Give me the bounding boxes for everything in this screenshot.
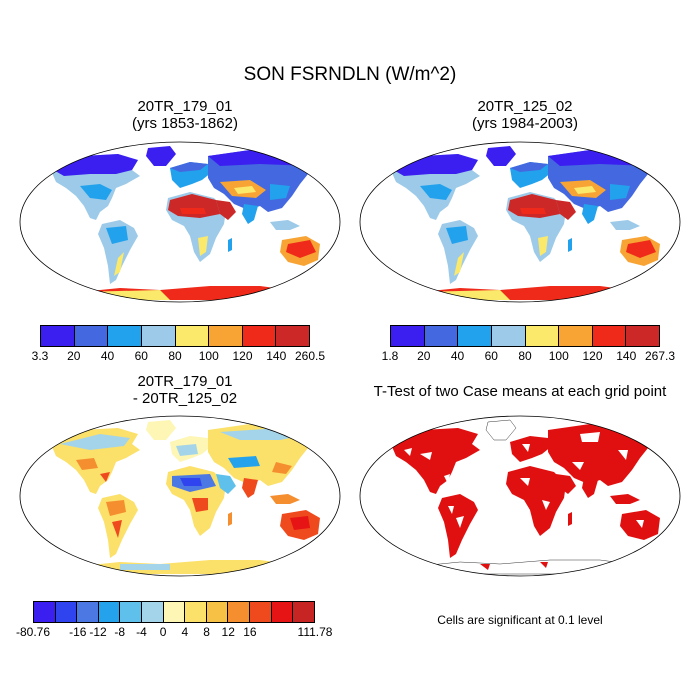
colorbar-tick-label: -80.76 <box>15 625 51 639</box>
colorbar-tick-label: 80 <box>518 349 532 363</box>
colorbar-tick-label: 20 <box>67 349 81 363</box>
colorbar-tick-label: 120 <box>232 349 253 363</box>
colorbar-swatch <box>74 326 109 346</box>
colorbar-swatch <box>55 602 78 622</box>
colorbar-swatch <box>141 326 176 346</box>
colorbar-swatch <box>391 326 425 346</box>
colorbar-swatch <box>424 326 459 346</box>
colorbar-tick-label: -8 <box>114 625 126 639</box>
colorbar-tick-label: 100 <box>548 349 569 363</box>
map-bottom-right <box>359 415 681 577</box>
colorbar-tick-label: 40 <box>100 349 115 363</box>
colorbar-tick-label: 140 <box>266 349 287 363</box>
colorbar-difference <box>33 601 315 623</box>
colorbar-swatch <box>592 326 627 346</box>
panel-title-bottom-right: T-Test of two Case means at each grid po… <box>350 383 690 400</box>
panel-subtitle-line: - 20TR_125_02 <box>132 390 238 407</box>
colorbar-swatch <box>271 602 294 622</box>
colorbar-tick-label: 4 <box>181 625 189 639</box>
colorbar-swatch <box>41 326 75 346</box>
panel-title-bottom-left: 20TR_179_01 - 20TR_125_02 <box>30 373 340 407</box>
figure-title: SON FSRNDLN (W/m^2) <box>243 64 457 85</box>
colorbar-tick-label: 12 <box>221 625 235 639</box>
colorbar-swatch <box>206 602 229 622</box>
colorbar-swatch <box>293 602 314 622</box>
panel-subtitle-line: (yrs 1853-1862) <box>132 115 238 132</box>
colorbar-tick-label: -4 <box>136 625 147 639</box>
colorbar-swatch <box>242 326 277 346</box>
colorbar-tick-label: -12 <box>89 625 107 639</box>
map-top-right <box>359 141 681 303</box>
panel-title-line: 20TR_179_01 <box>137 98 233 115</box>
colorbar-swatch <box>34 602 56 622</box>
panel-subtitle-line: (yrs 1984-2003) <box>472 115 578 132</box>
colorbar-swatch <box>163 602 186 622</box>
colorbar-left <box>40 325 310 347</box>
colorbar-swatch <box>525 326 560 346</box>
colorbar-tick-label: 100 <box>198 349 219 363</box>
colorbar-tick-label: 3.3 <box>31 349 49 363</box>
colorbar-swatch <box>626 326 659 346</box>
colorbar-swatch <box>175 326 210 346</box>
colorbar-tick-label: 40 <box>450 349 465 363</box>
colorbar-swatch <box>209 326 243 346</box>
colorbar-swatch <box>185 602 207 622</box>
colorbar-swatch <box>458 326 492 346</box>
colorbar-difference-labels: -80.76 -16 -12 -8 -4 0 4 8 12 16 111.78 <box>16 625 332 639</box>
colorbar-tick-label: 140 <box>616 349 637 363</box>
map-bottom-left <box>19 415 341 577</box>
colorbar-swatch <box>98 602 121 622</box>
colorbar-tick-label: 80 <box>168 349 182 363</box>
colorbar-swatch <box>120 602 143 622</box>
colorbar-tick-label: 260.5 <box>294 349 326 363</box>
colorbar-tick-label: -16 <box>69 625 87 639</box>
colorbar-tick-label: 20 <box>417 349 431 363</box>
significance-note: Cells are significant at 0.1 level <box>437 613 603 627</box>
panel-title-top-left: 20TR_179_01 (yrs 1853-1862) <box>40 98 330 132</box>
colorbar-swatch <box>228 602 251 622</box>
colorbar-swatch <box>142 602 164 622</box>
panel-title-top-right: 20TR_125_02 (yrs 1984-2003) <box>380 98 670 132</box>
colorbar-right <box>390 325 660 347</box>
colorbar-swatch <box>276 326 309 346</box>
colorbar-right-labels: 1.8 20 40 60 80 100 120 140 267.3 <box>382 349 675 363</box>
panel-title-line: 20TR_179_01 <box>137 373 233 390</box>
panel-title-line: T-Test of two Case means at each grid po… <box>373 383 667 400</box>
colorbar-left-labels: 3.3 20 40 60 80 100 120 140 260.5 <box>32 349 325 363</box>
colorbar-tick-label: 120 <box>582 349 603 363</box>
colorbar-tick-label: 60 <box>484 349 498 363</box>
colorbar-tick-label: 8 <box>203 625 210 639</box>
colorbar-swatch <box>250 602 272 622</box>
colorbar-tick-label: 111.78 <box>297 625 333 639</box>
colorbar-tick-label: 16 <box>243 625 257 639</box>
colorbar-tick-label: 267.3 <box>644 349 676 363</box>
colorbar-tick-label: 60 <box>134 349 148 363</box>
colorbar-tick-label: 0 <box>159 625 167 639</box>
colorbar-swatch <box>491 326 526 346</box>
colorbar-swatch <box>77 602 99 622</box>
panel-title-line: 20TR_125_02 <box>477 98 573 115</box>
colorbar-swatch <box>108 326 142 346</box>
colorbar-tick-label: 1.8 <box>381 349 399 363</box>
colorbar-swatch <box>559 326 593 346</box>
map-top-left <box>19 141 341 303</box>
